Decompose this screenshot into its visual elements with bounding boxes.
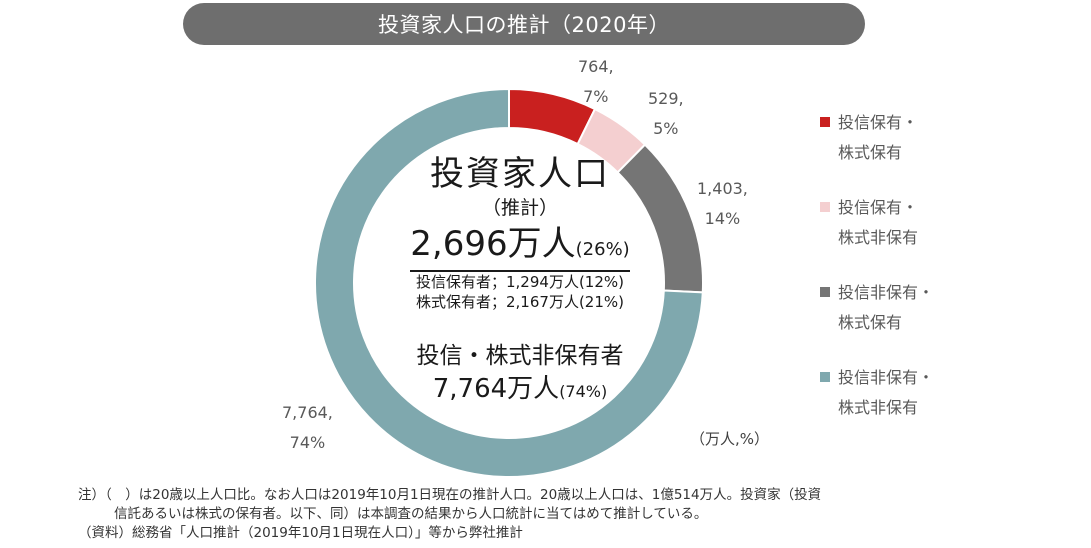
data-label-fund-and-stock: 764, 7% [578,52,614,112]
data-label-neither: 7,764, 74% [282,398,333,458]
data-label-stock-only: 1,403, 14% [697,174,748,234]
data-label-pct: 14% [704,209,741,228]
legend-item-neither: 投信非保有・ 株式非保有 [820,363,934,448]
legend-label: 株式保有 [838,143,903,162]
nonholder-value: 7,764万人 [432,374,560,404]
legend-label: 株式保有 [838,313,903,332]
donut-segment [314,87,704,478]
footnote-source: （資料）総務省「人口推計（2019年10月1日現在人口）」等から弊社推計 [78,525,523,541]
center-subtitle: （推計） [481,197,558,219]
data-label-fund-only: 529, 5% [648,84,684,144]
data-label-pct: 74% [289,433,326,452]
nonholder-pct: (74%) [559,382,608,401]
center-title: 投資家人口 [430,154,610,194]
data-label-pct: 5% [653,119,679,138]
data-label-value: 529, [648,89,684,108]
legend: 投信保有・ 株式保有 投信保有・ 株式非保有 投信非保有・ 株式保有 投信非保有・ 株式… [820,108,934,448]
nonholder-label: 投信・株式非保有者 [416,343,624,369]
unit-label: （万人,%） [690,430,770,448]
legend-swatch-icon [820,202,830,212]
chart-title: 投資家人口の推計（2020年） [183,3,865,45]
investor-total-pct: (26%) [575,239,630,260]
legend-label: 投信保有・ [838,113,919,132]
legend-item-stock-only: 投信非保有・ 株式保有 [820,278,934,363]
data-label-value: 7,764, [282,403,333,422]
investor-total-value: 2,696万人 [410,224,576,264]
investor-total: 2,696万人(26%) [410,224,630,272]
legend-item-fund-and-stock: 投信保有・ 株式保有 [820,108,934,193]
legend-label: 投信非保有・ [838,368,935,387]
legend-swatch-icon [820,372,830,382]
legend-item-fund-only: 投信保有・株式非保有 [820,193,934,278]
chart-title-text: 投資家人口の推計（2020年） [378,13,670,37]
footnote-line-2: 信託あるいは株式の保有者。以下、同）は本調査の結果から人口統計に当てはめて推計し… [114,506,708,522]
legend-label: 株式非保有 [838,228,919,247]
data-label-pct: 7% [583,87,609,106]
legend-swatch-icon [820,117,830,127]
legend-swatch-icon [820,287,830,297]
footnotes: 注）（ ）は20歳以上人口比。なお人口は2019年10月1日現在の推計人口。20… [78,486,821,543]
legend-label: 投信非保有・ [838,283,935,302]
legend-label: 株式非保有 [838,398,919,417]
nonholder-total: 7,764万人(74%) [370,372,670,409]
fund-holders-line: 投信保有者；1,294万人(12%) [416,273,624,291]
footnote-line-1: 注）（ ）は20歳以上人口比。なお人口は2019年10月1日現在の推計人口。20… [78,487,822,503]
data-label-value: 764, [578,57,614,76]
stock-holders-line: 株式保有者；2,167万人(21%) [416,293,624,311]
data-label-value: 1,403, [697,179,748,198]
legend-label: 投信保有・ [838,198,919,217]
nonholder-summary: 投信・株式非保有者 7,764万人(74%) [370,340,670,409]
center-summary: 投資家人口 （推計） 2,696万人(26%) 投信保有者；1,294万人(12… [370,152,670,312]
